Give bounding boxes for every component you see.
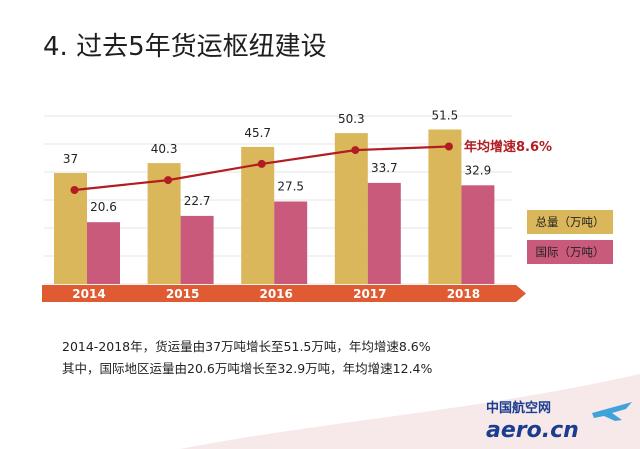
bar-international (461, 185, 495, 284)
bar-international (367, 182, 401, 284)
data-label-international: 27.5 (277, 180, 304, 194)
legend-swatch (527, 240, 613, 264)
bar-total (54, 173, 87, 284)
legend-label: 国际（万吨） (536, 245, 605, 259)
data-label-international: 32.9 (465, 163, 492, 177)
data-label-total: 45.7 (244, 126, 271, 140)
data-label-international: 20.6 (90, 200, 117, 214)
bar-total (334, 133, 368, 284)
summary-line-1: 2014-2018年，货运量由37万吨增长至51.5万吨，年均增速8.6% (62, 339, 431, 354)
data-label-international: 33.7 (371, 161, 398, 175)
legend-label: 总量（万吨） (536, 215, 605, 229)
legend-swatch (527, 210, 613, 234)
x-tick-label: 2017 (353, 287, 386, 301)
data-label-international: 22.7 (184, 194, 211, 208)
data-label-total: 51.5 (432, 109, 459, 123)
data-label-total: 50.3 (338, 112, 365, 126)
bar-total (241, 146, 275, 284)
bar-international (87, 222, 120, 284)
x-tick-label: 2016 (259, 287, 292, 301)
trend-point (351, 146, 360, 155)
axis-band (42, 285, 526, 302)
summary-line-2: 其中，国际地区运量由20.6万吨增长至32.9万吨，年均增速12.4% (62, 361, 433, 376)
data-label-total: 40.3 (151, 142, 178, 156)
trend-point (257, 159, 266, 168)
x-tick-label: 2014 (72, 287, 105, 301)
summary-text: 2014-2018年，货运量由37万吨增长至51.5万吨，年均增速8.6% 其中… (62, 336, 432, 380)
bar-total (147, 163, 181, 284)
trend-point (70, 186, 79, 194)
bar-total (428, 129, 462, 284)
x-tick-label: 2015 (166, 287, 199, 301)
data-label-total: 37 (63, 152, 78, 166)
bar-international (180, 215, 214, 284)
x-tick-label: 2018 (447, 287, 480, 301)
slide-title: 4. 过去5年货运枢纽建设 (43, 32, 327, 62)
bar-international (274, 201, 308, 284)
trend-point (444, 142, 453, 151)
trend-point (164, 176, 173, 185)
growth-annotation: 年均增速8.6% (464, 139, 552, 155)
